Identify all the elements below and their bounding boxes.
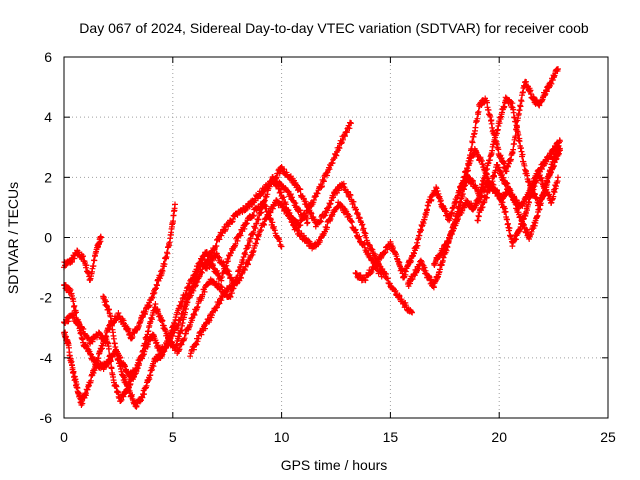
y-tick-label: 0	[44, 230, 52, 246]
x-tick-label: 5	[169, 429, 177, 445]
y-tick-label: -6	[40, 410, 53, 426]
x-tick-label: 10	[274, 429, 290, 445]
x-tick-label: 20	[491, 429, 507, 445]
y-axis-label: SDTVAR / TECUs	[5, 182, 21, 294]
data-series-pass-8	[269, 163, 416, 316]
y-tick-label: -4	[40, 350, 53, 366]
y-tick-label: 4	[44, 109, 52, 125]
axes: 0 5 10 15 20 25 -6 -4 -2 0 2 4 6	[40, 49, 616, 445]
x-tick-label: 25	[600, 429, 616, 445]
y-tick-label: 2	[44, 169, 52, 185]
plot-area	[61, 66, 564, 410]
x-tick-label: 15	[383, 429, 399, 445]
y-tick-label: -2	[40, 290, 53, 306]
grid	[64, 57, 608, 418]
y-tick-label: 6	[44, 49, 52, 65]
data-series-pass-2	[61, 201, 178, 408]
x-tick-label: 0	[60, 429, 68, 445]
data-series-pass-13	[474, 145, 564, 242]
data-series-pass-1	[61, 233, 104, 284]
data-series-pass-11	[430, 170, 561, 269]
x-axis-label: GPS time / hours	[281, 457, 388, 473]
chart-title: Day 067 of 2024, Sidereal Day-to-day VTE…	[79, 20, 589, 36]
